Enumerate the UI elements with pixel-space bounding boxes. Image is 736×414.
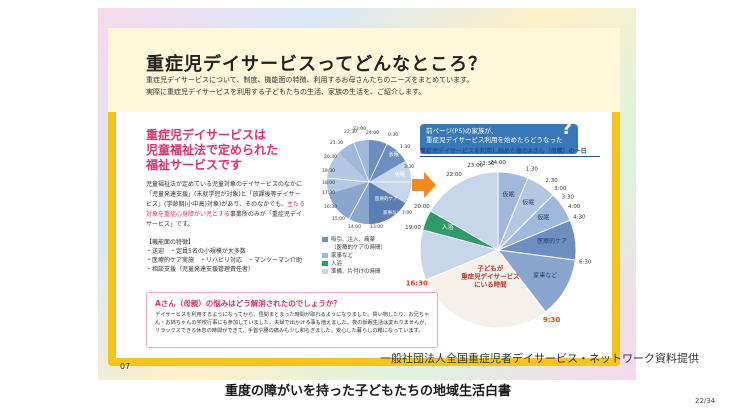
chart-sublabel: 重症児デイサービスを利用し始めた後のAさん（母親）の一日: [420, 146, 600, 157]
brochure-title: 重症児デイサービスってどんなところ？: [146, 54, 488, 75]
question-bubble: 前ページ(P5)の家族が、 重症児デイサービス利用を始めたらどうなった ?: [420, 118, 578, 154]
intro-line: 重症児デイサービスについて、制度、機能面の特徴、利用するお母さんたちのニーズをま…: [146, 76, 474, 84]
large-pie-time-label: 16:30: [406, 280, 428, 288]
small-pie-time: 3:30: [404, 164, 414, 170]
worry-title: Aさん（母親）の悩みはどう解消されたのでしょうか？: [155, 299, 341, 308]
small-pie-seg-label: 家事など: [383, 209, 401, 216]
bottom-title: 重度の障がいを持った子どもたちの地域生活白書: [224, 384, 511, 399]
legend-item: （医療的ケアの時間）: [322, 244, 386, 252]
intro-text: 重症児デイサービスについて、制度、機能面の特徴、利用するお母さんたちのニーズをま…: [146, 74, 473, 98]
large-pie-time-label: 4:30: [573, 214, 586, 220]
legend-item: 入浴: [322, 260, 386, 268]
legend-swatch: [322, 269, 328, 274]
large-pie-time-label: 20:00: [414, 204, 430, 210]
large-pie-time-label: 23:30: [479, 161, 495, 167]
small-pie-time: 23:00: [353, 126, 366, 132]
large-pie-time-label: 2:30: [545, 178, 558, 184]
small-pie-time: 14:00: [348, 224, 361, 230]
left-heading-line: 福祉サービスです: [146, 158, 243, 172]
small-pie-slice: [369, 182, 405, 224]
feature-line: ・医療的ケア実施 ・リハビリ対応 ・マンツーマン介助: [146, 257, 303, 264]
large-pie-time-label: 24:00: [490, 160, 506, 166]
large-pie-time-label: 3:30: [562, 194, 575, 200]
large-pie-slice: [422, 210, 499, 251]
legend-label: 吸引、注入、痛薬: [331, 237, 376, 243]
large-pie-slice-label: 家事など: [533, 271, 557, 279]
small-pie-time: 21:30: [330, 140, 343, 146]
large-pie-slice-label: 医療的ケア: [537, 237, 567, 245]
left-body-highlight: 主たる対象を重症心身障がい児とする: [146, 201, 305, 218]
feature-line: ・相談支援（児童発達支援管理責任者）: [146, 266, 255, 273]
large-pie-slice-label: 子どもが重症児デイサービスにいる時間: [461, 264, 520, 289]
small-pie-slice: [369, 140, 405, 182]
legend-label: （医療的ケアの時間）: [331, 245, 387, 251]
legend-label: 準備、片付けの時間: [331, 269, 381, 275]
intro-line: 実際に重症児デイサービスを利用する子どもたちの生活、家族の生活を、ご紹介します。: [146, 88, 426, 96]
legend-swatch: [322, 261, 328, 266]
legend-swatch: [322, 245, 328, 250]
small-pie-time: 20:30: [324, 154, 337, 160]
large-pie-time-label: 4:00: [568, 204, 581, 210]
large-pie-time-label: 6:30: [579, 259, 592, 265]
legend-label: 入浴: [331, 261, 343, 267]
small-pie-chart: 仮眠 仮眠 医療的ケア 家事など 24:00 22:30 23:00 21:30…: [322, 126, 414, 230]
features-block: 【機能面の特徴】 ・送迎 ・定員5名の小規模が大多数 ・医療的ケア実施 ・リハビ…: [146, 238, 316, 274]
large-pie-slice-label: 仮眠: [522, 199, 534, 207]
legend-item: 吸引、注入、痛薬: [322, 236, 386, 244]
large-pie-time-label: 19:00: [405, 225, 421, 231]
large-pie-slice: [496, 249, 576, 313]
left-body-text: 児童福祉法が定めている児童対象のデイサービスのなかに「児童発達支援」(未就学児が…: [146, 181, 303, 208]
title-band: [108, 28, 620, 112]
legend-item: 家事など: [322, 252, 386, 260]
left-heading: 重症児デイサービスは 児童福祉法で定められた 福祉サービスです: [146, 128, 278, 173]
small-pie-time: 7:00: [402, 210, 412, 216]
left-heading-line: 重症児デイサービスは: [146, 128, 267, 142]
bubble-line: 重症児デイサービス利用を始めたらどうなった: [426, 136, 563, 144]
small-pie-time: 18:00: [322, 180, 335, 186]
brochure-page-number: 07: [120, 362, 131, 371]
large-pie-time-label: 22:00: [446, 172, 462, 178]
small-pie-time: 15:00: [332, 216, 345, 222]
small-pie-time: 13:00: [370, 224, 383, 230]
small-pie-time: 0:30: [388, 132, 398, 138]
left-body-text: 事業所のみが「重症児デイサービス」です。: [146, 211, 302, 228]
small-pie-seg-label: 仮眠: [389, 151, 399, 158]
large-pie-chart: 仮眠仮眠仮眠医療的ケア家事など子どもが重症児デイサービスにいる時間入浴24:00…: [405, 160, 592, 329]
bubble-line: 前ページ(P5)の家族が、: [426, 127, 498, 135]
orange-arrow: [412, 172, 436, 198]
legend-swatch: [322, 237, 328, 242]
large-pie-slice-label: 仮眠: [537, 214, 549, 222]
small-pie-time: 19:30: [322, 168, 335, 174]
small-pie-legend: 吸引、注入、痛薬 （医療的ケアの時間） 家事など 入浴 準備、片付けの時間: [322, 236, 386, 276]
large-pie-slice-label: 仮眠: [503, 190, 515, 198]
legend-item: 準備、片付けの時間: [322, 268, 386, 276]
features-title: 【機能面の特徴】: [146, 239, 195, 246]
credit-text: 一般社団法人全国重症児者デイサービス・ネットワーク資料提供: [380, 352, 699, 365]
large-pie-time-label: 1:30: [525, 167, 538, 173]
large-pie-slice-label: 入浴: [442, 223, 454, 231]
large-pie-time-label: 3:00: [554, 186, 567, 192]
large-pie-time-label: 23:00: [467, 163, 483, 169]
question-mark: ?: [561, 118, 572, 139]
small-pie-seg-label: 仮眠: [395, 171, 405, 178]
large-pie-time-label: 9:30: [543, 316, 561, 324]
small-pie-time: 17:30: [322, 190, 335, 196]
left-body: 児童福祉法が定めている児童対象のデイサービスのなかに「児童発達支援」(未就学児が…: [146, 180, 306, 230]
small-pie-seg-label: 医療的ケア: [375, 195, 398, 202]
small-pie-time: 1:30: [400, 144, 410, 150]
small-pie-slice: [327, 153, 369, 194]
page-counter: 22/34: [695, 397, 716, 405]
small-pie-time: 22:30: [344, 129, 357, 135]
feature-line: ・送迎 ・定員5名の小規模が大多数: [146, 248, 246, 255]
left-heading-line: 児童福祉法で定められた: [146, 143, 279, 157]
legend-label: 家事など: [331, 253, 354, 259]
small-pie-time: 16:30: [324, 204, 337, 210]
worry-box: Aさん（母親）の悩みはどう解消されたのでしょうか？ デイサービスを利用するように…: [146, 292, 438, 348]
legend-swatch: [322, 253, 328, 258]
small-pie-slice: [329, 182, 369, 224]
small-pie-time: 24:00: [366, 130, 379, 136]
worry-body: デイサービスを利用するようになってから、昼間まとまった時間が取れるようになりまし…: [155, 312, 430, 334]
